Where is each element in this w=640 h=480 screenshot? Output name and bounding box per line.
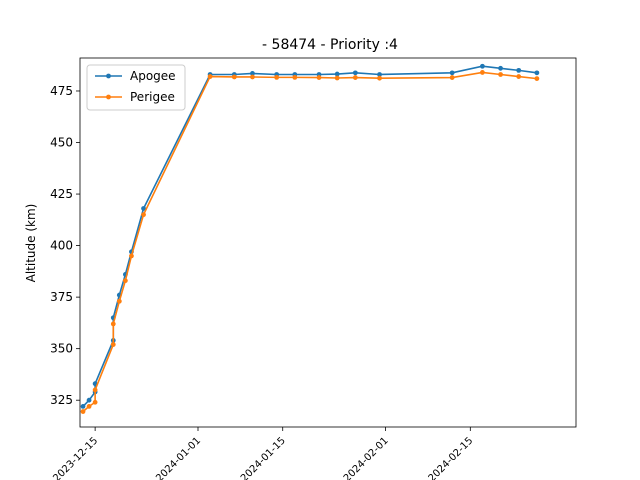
data-point-perigee xyxy=(122,278,128,284)
data-point-apogee xyxy=(377,72,382,77)
data-point-apogee xyxy=(516,67,522,73)
data-point-perigee xyxy=(352,75,358,80)
legend: Apogee Perigee xyxy=(86,64,186,111)
data-point-apogee xyxy=(449,70,455,76)
y-tick-label: 400 xyxy=(50,239,73,253)
x-tick-label: 2024-02-15 xyxy=(427,435,476,480)
plot-area xyxy=(79,57,577,428)
x-tick-label: 2024-01-15 xyxy=(239,435,288,480)
y-tick-label: 350 xyxy=(50,342,73,356)
y-tick-label: 325 xyxy=(50,393,73,407)
x-tick-label: 2024-02-01 xyxy=(342,435,391,480)
chart-title: - 58474 - Priority :4 xyxy=(262,37,398,53)
legend-swatch-marker xyxy=(106,94,111,100)
data-point-apogee xyxy=(334,71,340,77)
series-apogee xyxy=(80,63,540,409)
data-point-perigee xyxy=(129,253,134,259)
y-tick-label: 450 xyxy=(50,136,73,150)
data-point-perigee xyxy=(86,403,92,409)
data-point-perigee xyxy=(110,342,116,347)
data-point-perigee xyxy=(480,70,485,75)
y-tick-label: 375 xyxy=(50,290,73,304)
data-point-perigee xyxy=(207,74,213,79)
data-point-perigee xyxy=(316,75,322,80)
data-point-apogee xyxy=(534,70,540,76)
data-point-perigee xyxy=(141,212,146,218)
data-point-apogee xyxy=(86,397,92,403)
legend-label: Perigee xyxy=(130,90,175,104)
legend-label: Apogee xyxy=(130,69,176,83)
data-point-apogee xyxy=(498,65,503,71)
data-point-perigee xyxy=(292,74,298,80)
data-point-apogee xyxy=(352,70,358,76)
data-point-perigee xyxy=(377,75,382,81)
data-point-perigee xyxy=(110,321,116,327)
data-point-apogee xyxy=(141,206,146,211)
x-axis-ticks: 2023-12-15 2024-01-01 2024-01-15 2024-02-01… xyxy=(51,427,475,480)
series-perigee xyxy=(80,70,540,414)
data-point-perigee xyxy=(231,74,237,80)
data-point-perigee xyxy=(274,74,280,80)
y-axis-label: Altitude (km) xyxy=(24,204,38,283)
data-point-perigee xyxy=(80,409,86,414)
data-point-perigee xyxy=(116,298,122,304)
data-point-perigee xyxy=(250,74,255,80)
data-point-perigee xyxy=(334,75,340,81)
data-point-perigee xyxy=(516,74,522,79)
series-line-perigee xyxy=(82,71,537,413)
x-tick-label: 2024-01-01 xyxy=(154,435,203,480)
data-point-perigee xyxy=(449,75,455,80)
legend-swatch-marker xyxy=(106,73,111,79)
data-point-apogee xyxy=(80,403,86,409)
data-point-apogee xyxy=(250,71,255,76)
series-line-apogee xyxy=(82,65,537,407)
data-point-perigee xyxy=(92,399,98,405)
y-tick-label: 475 xyxy=(50,84,73,98)
data-point-apogee xyxy=(480,63,485,69)
y-axis-ticks: 325 350 375 400 425 450 475 xyxy=(50,84,80,407)
data-point-perigee xyxy=(92,387,98,393)
x-tick-label: 2023-12-15 xyxy=(51,435,100,480)
data-point-perigee xyxy=(534,76,540,82)
y-tick-label: 425 xyxy=(50,187,73,201)
series-layer xyxy=(80,63,540,414)
data-point-perigee xyxy=(498,72,503,77)
